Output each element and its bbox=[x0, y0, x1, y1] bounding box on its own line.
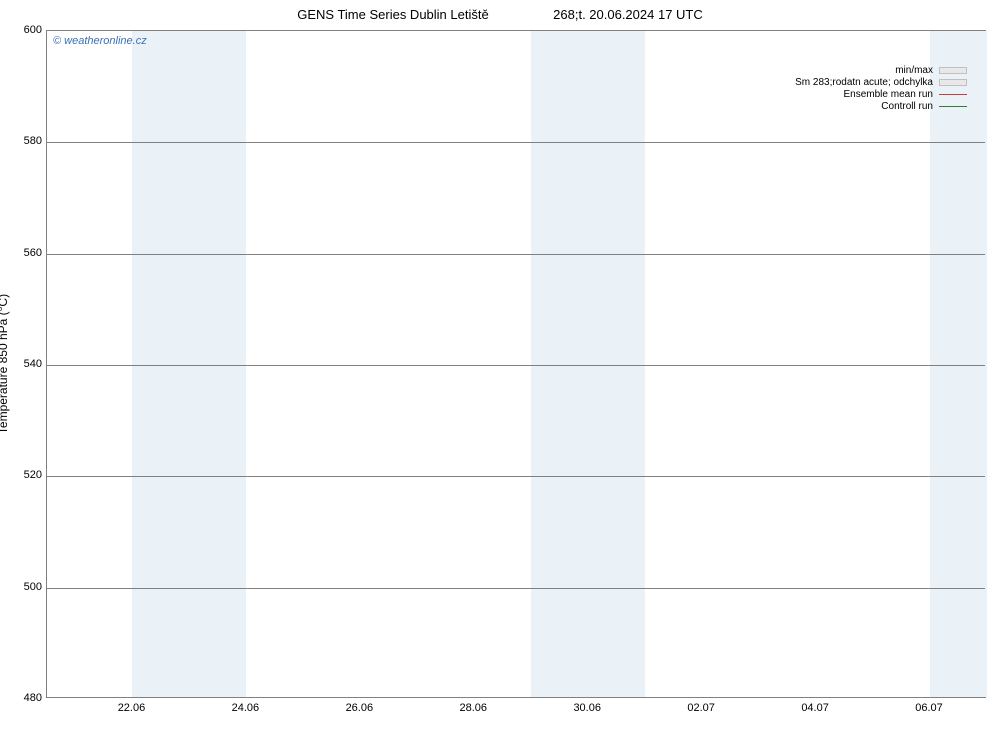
legend: min/maxSm 283;rodatn acute; odchylkaEnse… bbox=[795, 64, 967, 112]
legend-swatch bbox=[939, 94, 967, 95]
y-tick-label: 500 bbox=[18, 581, 42, 593]
y-axis-label: Temperature 850 hPa (°C) bbox=[0, 294, 10, 434]
legend-label: Controll run bbox=[881, 101, 933, 112]
x-tick-label: 28.06 bbox=[460, 702, 488, 714]
gridline bbox=[47, 142, 985, 143]
plot-area: © weatheronline.cz min/maxSm 283;rodatn … bbox=[46, 30, 986, 698]
y-tick-label: 480 bbox=[18, 692, 42, 704]
gridline bbox=[47, 365, 985, 366]
gridline bbox=[47, 588, 985, 589]
legend-swatch bbox=[939, 79, 967, 86]
legend-label: Ensemble mean run bbox=[844, 89, 934, 100]
weekend-shade bbox=[930, 31, 987, 697]
y-tick-label: 520 bbox=[18, 469, 42, 481]
legend-item: Ensemble mean run bbox=[795, 88, 967, 100]
x-tick-label: 06.07 bbox=[915, 702, 943, 714]
x-tick-label: 22.06 bbox=[118, 702, 146, 714]
gridline bbox=[47, 254, 985, 255]
weekend-shade bbox=[132, 31, 246, 697]
x-tick-label: 02.07 bbox=[687, 702, 715, 714]
x-tick-label: 26.06 bbox=[346, 702, 374, 714]
legend-item: Sm 283;rodatn acute; odchylka bbox=[795, 76, 967, 88]
chart-title: GENS Time Series Dublin Letiště 268;t. 2… bbox=[0, 6, 1000, 24]
legend-swatch bbox=[939, 67, 967, 74]
legend-label: Sm 283;rodatn acute; odchylka bbox=[795, 77, 933, 88]
y-tick-label: 540 bbox=[18, 358, 42, 370]
x-tick-label: 04.07 bbox=[801, 702, 829, 714]
y-tick-label: 580 bbox=[18, 135, 42, 147]
legend-item: Controll run bbox=[795, 100, 967, 112]
title-left: GENS Time Series Dublin Letiště bbox=[297, 7, 488, 22]
legend-swatch bbox=[939, 106, 967, 107]
weekend-shade bbox=[531, 31, 645, 697]
y-tick-label: 560 bbox=[18, 247, 42, 259]
x-tick-label: 30.06 bbox=[573, 702, 601, 714]
y-tick-label: 600 bbox=[18, 24, 42, 36]
title-right: 268;t. 20.06.2024 17 UTC bbox=[553, 7, 703, 22]
x-tick-label: 24.06 bbox=[232, 702, 260, 714]
watermark: © weatheronline.cz bbox=[53, 35, 147, 47]
legend-item: min/max bbox=[795, 64, 967, 76]
legend-label: min/max bbox=[895, 65, 933, 76]
gridline bbox=[47, 476, 985, 477]
